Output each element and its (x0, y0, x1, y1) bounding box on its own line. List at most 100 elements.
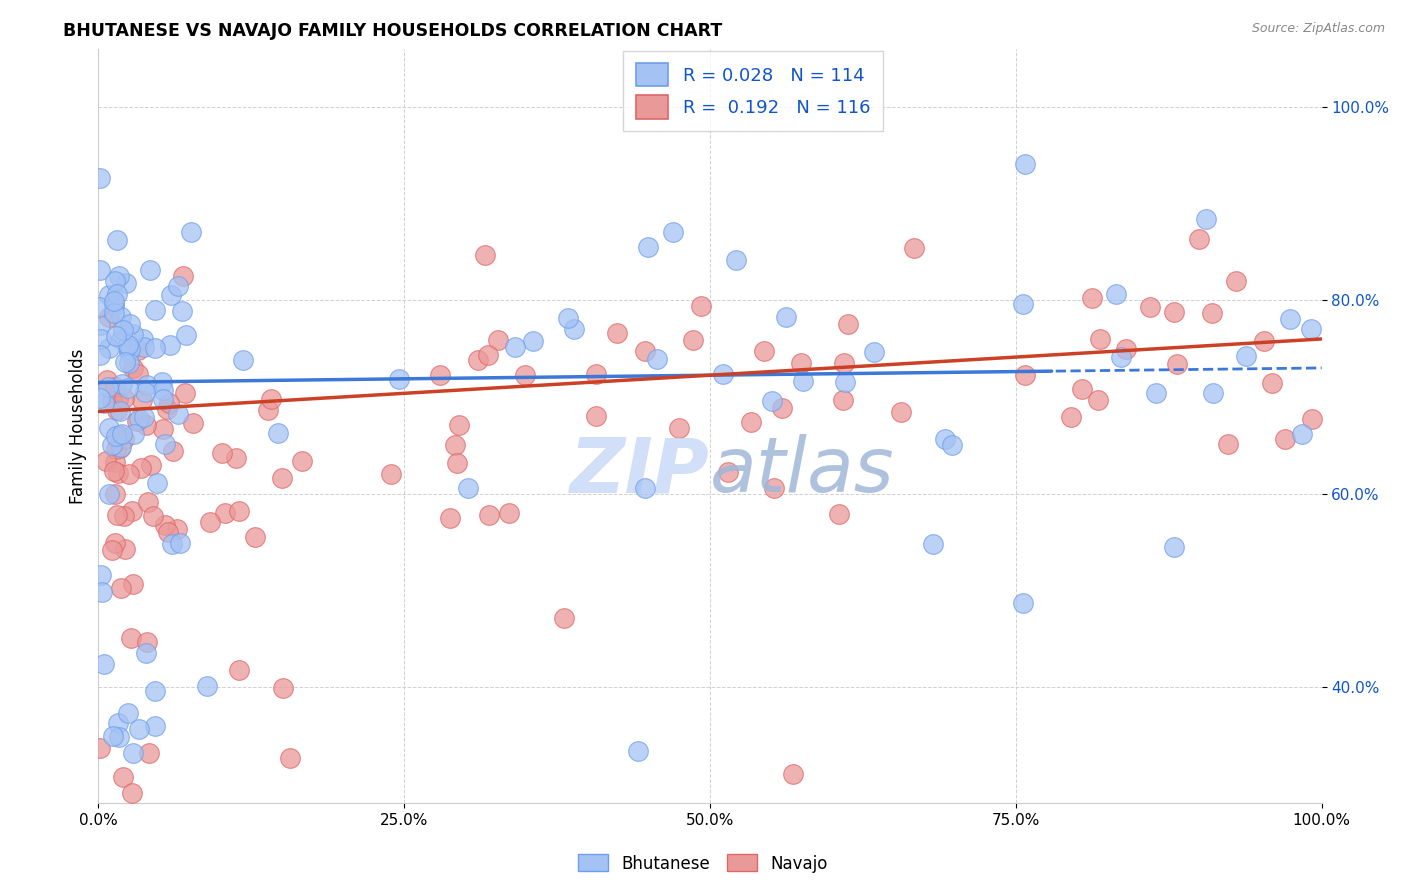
Point (136, 378, 159, 392)
Point (1109, 350, 1132, 364)
Point (104, 380, 127, 394)
Point (118, 356, 141, 370)
Point (1105, 287, 1128, 301)
Point (271, 471, 294, 485)
Point (111, 770, 134, 784)
Point (770, 401, 793, 415)
Point (121, 326, 143, 341)
Point (150, 375, 173, 389)
Point (89, 263, 111, 277)
Point (143, 302, 166, 317)
Point (167, 408, 190, 422)
Point (111, 427, 134, 442)
Point (174, 328, 197, 343)
Point (101, 729, 124, 743)
Point (260, 392, 283, 406)
Point (112, 432, 135, 446)
Point (121, 786, 143, 800)
Point (101, 543, 124, 558)
Point (122, 576, 145, 591)
Point (863, 344, 886, 359)
Point (103, 299, 125, 313)
Point (522, 334, 544, 349)
Point (775, 310, 797, 325)
Point (101, 394, 124, 409)
Point (1253, 334, 1275, 349)
Legend: R = 0.028   N = 114, R =  0.192   N = 116: R = 0.028 N = 114, R = 0.192 N = 116 (623, 51, 883, 131)
Point (214, 506, 236, 520)
Point (195, 679, 218, 693)
Point (1087, 392, 1109, 407)
Point (921, 536, 943, 550)
Point (142, 508, 165, 523)
Point (101, 438, 124, 452)
Point (103, 297, 125, 311)
Point (132, 409, 155, 424)
Point (143, 341, 166, 355)
Point (94, 454, 117, 468)
Point (103, 306, 125, 320)
Point (93, 396, 115, 410)
Point (515, 368, 537, 382)
Point (553, 610, 575, 624)
Point (118, 345, 141, 359)
Point (1060, 410, 1083, 425)
Point (682, 333, 704, 347)
Point (103, 464, 125, 478)
Point (107, 392, 129, 407)
Point (837, 318, 859, 332)
Point (790, 356, 813, 370)
Point (1115, 342, 1137, 356)
Point (180, 225, 202, 239)
Point (89, 348, 111, 362)
Point (93, 657, 115, 672)
Point (828, 507, 851, 521)
Point (153, 517, 176, 532)
Point (138, 495, 160, 509)
Point (690, 299, 713, 313)
Point (1225, 274, 1247, 288)
Point (104, 329, 127, 343)
Point (228, 504, 250, 518)
Point (228, 664, 250, 678)
Point (118, 342, 141, 356)
Point (832, 393, 855, 408)
Point (446, 457, 468, 471)
Point (232, 353, 254, 368)
Y-axis label: Family Households: Family Households (69, 348, 87, 504)
Point (1014, 157, 1036, 171)
Point (153, 437, 176, 451)
Point (159, 288, 181, 302)
Point (1011, 596, 1033, 610)
Point (103, 293, 125, 308)
Point (740, 415, 762, 429)
Point (110, 332, 132, 346)
Point (503, 340, 526, 354)
Point (1071, 382, 1094, 396)
Text: ZIP: ZIP (571, 434, 710, 508)
Point (90, 332, 112, 346)
Point (128, 411, 150, 425)
Point (762, 481, 785, 495)
Point (457, 481, 479, 495)
Point (117, 706, 139, 720)
Point (135, 635, 157, 649)
Point (449, 417, 471, 432)
Point (1014, 368, 1036, 383)
Point (127, 414, 149, 428)
Point (135, 417, 157, 432)
Point (152, 392, 174, 407)
Point (134, 340, 156, 354)
Point (792, 374, 814, 388)
Point (267, 425, 290, 440)
Point (108, 731, 131, 745)
Point (90, 568, 112, 582)
Point (627, 744, 650, 758)
Point (112, 391, 135, 405)
Point (198, 515, 221, 529)
Point (429, 368, 451, 383)
Point (1201, 386, 1223, 401)
Point (89, 318, 111, 332)
Point (474, 247, 496, 261)
Point (127, 367, 149, 381)
